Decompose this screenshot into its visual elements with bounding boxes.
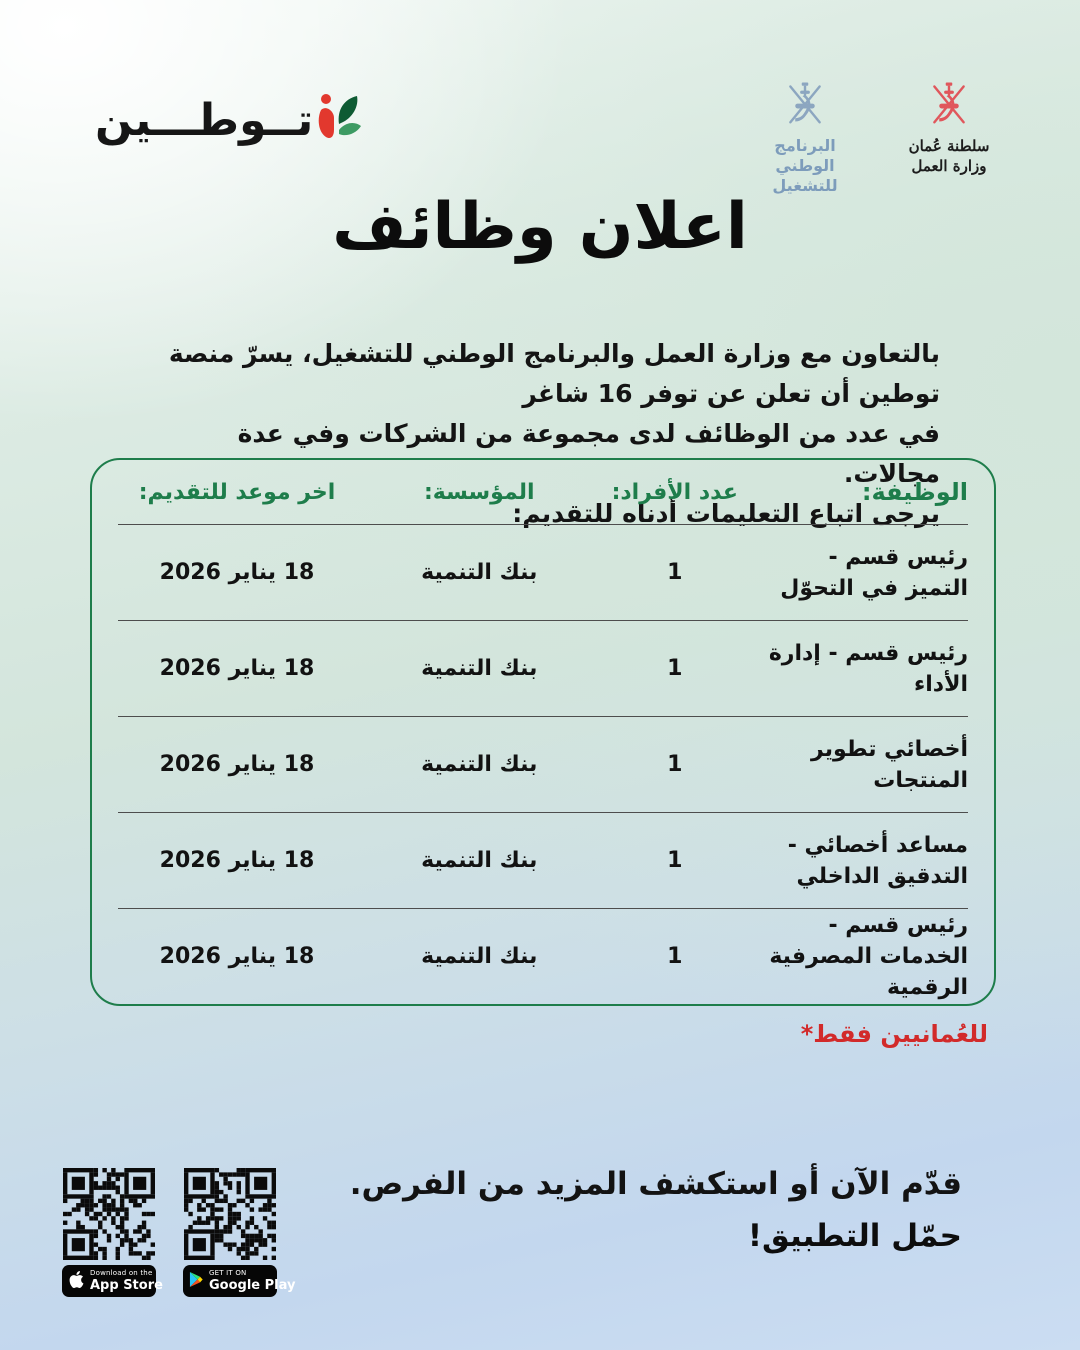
intro-line-3: يرجى اتباع التعليمات أدناه للتقديم: — [512, 499, 940, 528]
jobs-table: الوظيفة: عدد الأفراد: المؤسسة: اخر موعد … — [90, 458, 996, 1006]
table-row: رئيس قسم - إدارة الأداء 1 بنك التنمية 18… — [118, 620, 968, 716]
intro-line-1: بالتعاون مع وزارة العمل والبرنامج الوطني… — [168, 339, 940, 408]
cell-deadline: 18 يناير 2026 — [159, 848, 315, 873]
cell-job-title: رئيس قسم - الخدمات المصرفية الرقمية — [769, 913, 968, 1000]
tawteen-wordmark: تــوطـــين — [95, 95, 314, 146]
cell-organization: بنك التنمية — [421, 752, 538, 777]
cell-count: 1 — [667, 560, 683, 585]
oman-emblem-icon — [779, 80, 831, 132]
cell-job-title: رئيس قسم - إدارة الأداء — [768, 640, 968, 697]
app-store-badge[interactable]: Download on the App Store — [62, 1265, 163, 1297]
jobs-table-header: الوظيفة: عدد الأفراد: المؤسسة: اخر موعد … — [118, 460, 968, 524]
app-store-qr-code[interactable] — [63, 1168, 155, 1260]
partner-logos: البرنامج الوطني للتشغيل — [746, 80, 1008, 196]
cta-block: قدّم الآن أو استكشف المزيد من الفرص. حمّ… — [350, 1166, 962, 1254]
cell-deadline: 18 يناير 2026 — [159, 752, 315, 777]
intro-paragraph: بالتعاون مع وزارة العمل والبرنامج الوطني… — [135, 334, 940, 534]
jobs-table-body: رئيس قسم - التميز في التحوّل 1 بنك التنم… — [118, 524, 968, 1004]
cell-job-title: رئيس قسم - التميز في التحوّل — [780, 544, 968, 601]
header-count: عدد الأفراد: — [611, 479, 738, 505]
cell-job-title: مساعد أخصائي - التدقيق الداخلي — [787, 832, 968, 889]
cell-organization: بنك التنمية — [421, 656, 538, 681]
national-employment-program-logo: البرنامج الوطني للتشغيل — [746, 80, 864, 196]
omanis-only-note: للعُمانيين فقط* — [800, 1020, 988, 1048]
googleplay-badge-top-label: GET IT ON — [209, 1269, 247, 1277]
header-organization: المؤسسة: — [423, 479, 535, 505]
cell-count: 1 — [667, 944, 683, 969]
cell-deadline: 18 يناير 2026 — [159, 944, 315, 969]
google-play-badge[interactable]: GET IT ON Google Play — [183, 1265, 295, 1297]
table-row: رئيس قسم - التميز في التحوّل 1 بنك التنم… — [118, 524, 968, 620]
mol-name-line1: سلطنة عُمان — [908, 137, 990, 155]
cta-line-2: حمّل التطبيق! — [747, 1218, 962, 1254]
intro-line-2: في عدد من الوظائف لدى مجموعة من الشركات … — [237, 419, 940, 488]
cell-organization: بنك التنمية — [421, 848, 538, 873]
header-deadline: اخر موعد للتقديم: — [138, 479, 336, 505]
cell-organization: بنك التنمية — [421, 944, 538, 969]
table-row: مساعد أخصائي - التدقيق الداخلي 1 بنك الت… — [118, 812, 968, 908]
apple-icon — [68, 1270, 85, 1292]
cell-count: 1 — [667, 656, 683, 681]
googleplay-column: GET IT ON Google Play — [183, 1168, 295, 1297]
page-title: اعلان وظائف — [332, 190, 748, 264]
google-play-qr-code[interactable] — [184, 1168, 276, 1260]
cell-deadline: 18 يناير 2026 — [159, 656, 315, 681]
googleplay-badge-label: Google Play — [209, 1278, 296, 1293]
store-links: Download on the App Store GET IT ON — [62, 1168, 295, 1297]
cell-count: 1 — [667, 848, 683, 873]
appstore-badge-top-label: Download on the — [90, 1269, 153, 1277]
table-row: رئيس قسم - الخدمات المصرفية الرقمية 1 بن… — [118, 908, 968, 1004]
cta-line-1: قدّم الآن أو استكشف المزيد من الفرص. — [349, 1166, 962, 1202]
mol-name-line2: وزارة العمل — [911, 157, 987, 175]
cell-count: 1 — [667, 752, 683, 777]
nep-name-line2: للتشغيل — [772, 176, 838, 195]
appstore-column: Download on the App Store — [62, 1168, 163, 1297]
ministry-of-labour-logo: سلطنة عُمان وزارة العمل — [890, 80, 1008, 176]
oman-emblem-icon — [923, 80, 975, 132]
cell-job-title: أخصائي تطوير المنتجات — [811, 736, 968, 793]
nep-name-line1: البرنامج الوطني — [774, 136, 836, 175]
appstore-badge-label: App Store — [90, 1278, 163, 1293]
table-row: أخصائي تطوير المنتجات 1 بنك التنمية 18 ي… — [118, 716, 968, 812]
cell-deadline: 18 يناير 2026 — [159, 560, 315, 585]
header-job: الوظيفة: — [861, 477, 968, 506]
cell-organization: بنك التنمية — [421, 560, 538, 585]
tawteen-logo: تــوطـــين — [95, 92, 362, 150]
tawteen-mark-icon — [317, 92, 362, 150]
google-play-icon — [189, 1271, 204, 1291]
